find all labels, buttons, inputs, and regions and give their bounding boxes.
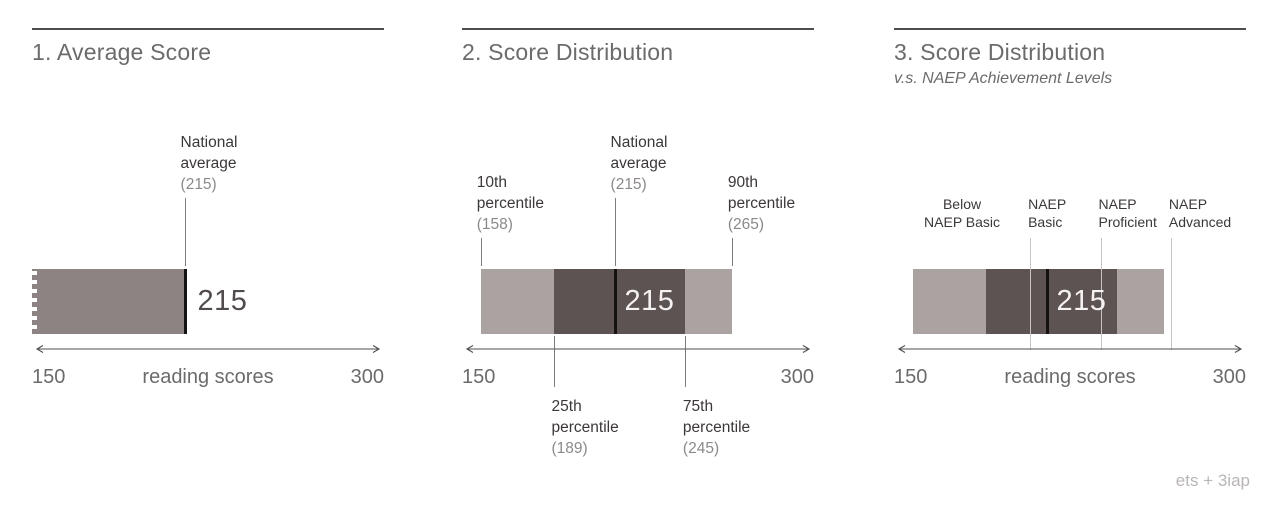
x-axis-arrow-line: [897, 345, 1243, 353]
annotation-label: 25th percentile (189): [551, 398, 619, 457]
percentile-band: [553, 269, 685, 334]
average-marker-line: [1045, 269, 1049, 334]
axis-max-label: 300: [780, 366, 814, 388]
annotation-leader-line: [184, 198, 186, 266]
average-marker-line: [613, 269, 617, 334]
panel-top-rule: [32, 28, 384, 30]
annotation-leader-line: [614, 198, 616, 266]
naep-level-label: Below NAEP Basic: [924, 196, 1001, 230]
panel-score-distribution: 2. Score Distribution 215 10th percentile(…: [462, 0, 814, 510]
panel-top-rule: [894, 28, 1246, 30]
axis-title: reading scores: [1004, 366, 1136, 388]
panel-subtitle: v.s. NAEP Achievement Levels: [894, 70, 1113, 87]
average-value-label: 215: [1056, 285, 1107, 317]
percentile-band: [985, 269, 1117, 334]
x-axis-labels: 150 reading scores 300: [32, 366, 384, 390]
naep-level-line: [1030, 238, 1032, 350]
x-axis-labels: 150 reading scores 300: [894, 366, 1246, 390]
annotation-label: 75th percentile (245): [682, 398, 751, 457]
annotation-label: 90th percentile (265): [727, 174, 796, 233]
axis-min-label: 150: [462, 366, 496, 388]
annotation-leader-line: [480, 238, 482, 266]
percentile-band: [912, 269, 986, 334]
naep-level-label: NAEP Basic: [1028, 196, 1067, 230]
axis-min-label: 150: [894, 366, 928, 388]
naep-level-line: [1100, 238, 1102, 350]
average-value-label: 215: [624, 285, 675, 317]
plot-area: 215 National average (215): [32, 0, 384, 510]
panel-score-distribution-naep: 3. Score Distribution v.s. NAEP Achievem…: [894, 0, 1246, 510]
average-marker-line: [183, 269, 187, 334]
annotation-label: 10th percentile (158): [476, 174, 544, 233]
axis-max-label: 300: [1212, 366, 1246, 388]
annotation-leader-line: [553, 336, 555, 387]
annotation-label: National average (215): [180, 134, 238, 193]
percentile-band: [480, 269, 554, 334]
x-axis-arrow-line: [465, 345, 811, 353]
naep-level-label: NAEP Advanced: [1168, 196, 1232, 230]
x-axis-arrow-line: [35, 345, 381, 353]
average-score-bar: [32, 269, 185, 334]
panel-title: 2. Score Distribution: [462, 39, 674, 65]
truncated-axis-torn-edge: [32, 269, 37, 334]
plot-area: Below NAEP Basic NAEP Basic NAEP Proficient NA…: [894, 0, 1246, 510]
annotation-leader-line: [731, 238, 733, 266]
panel-top-rule: [462, 28, 814, 30]
percentile-band: [684, 269, 732, 334]
axis-title: reading scores: [142, 366, 274, 388]
plot-area: 215 10th percentile (158) National average (21…: [462, 0, 814, 510]
annotation-label: National average (215): [610, 134, 668, 193]
x-axis-labels: 150 300: [462, 366, 814, 390]
axis-max-label: 300: [350, 366, 384, 388]
panel-average-score: 1. Average Score 215 National average (215)…: [32, 0, 384, 510]
average-value-label: 215: [197, 285, 248, 317]
percentile-band: [1116, 269, 1164, 334]
naep-level-label: NAEP Proficient: [1098, 196, 1157, 230]
panel-title: 3. Score Distribution: [894, 39, 1106, 65]
axis-min-label: 150: [32, 366, 66, 388]
panel-title: 1. Average Score: [32, 39, 212, 65]
attribution-credit: ets + 3iap: [1175, 471, 1250, 490]
annotation-leader-line: [684, 336, 686, 387]
naep-level-line: [1170, 238, 1172, 350]
